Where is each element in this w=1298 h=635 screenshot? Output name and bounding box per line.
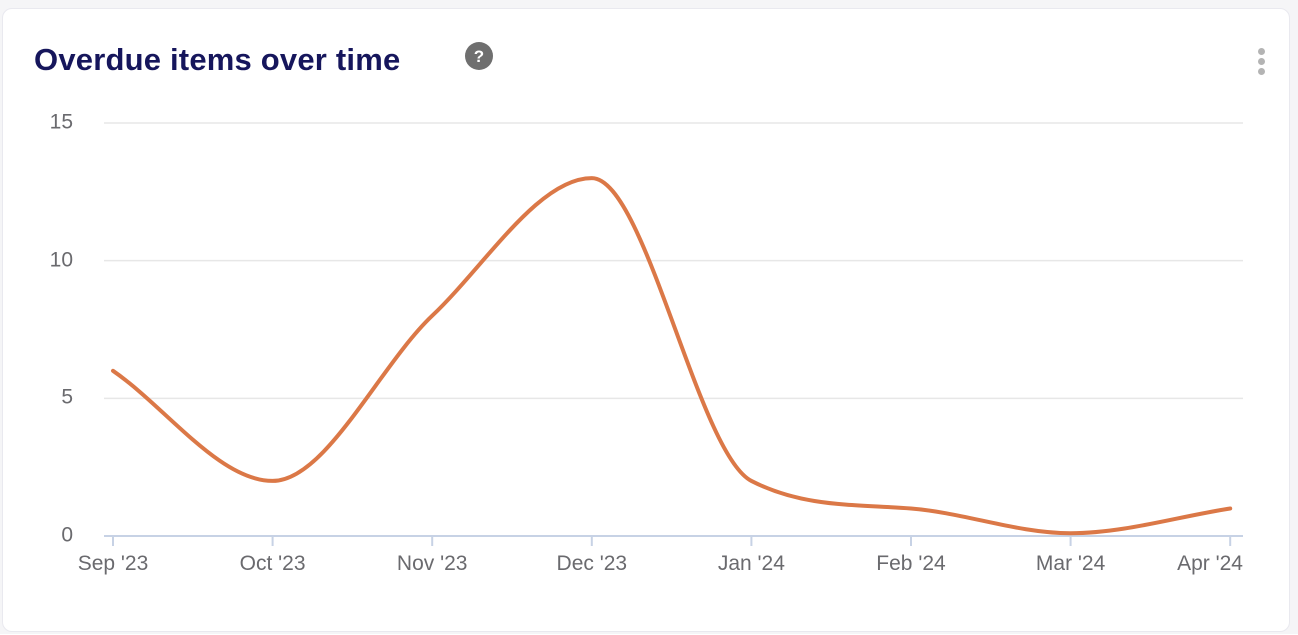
overdue-items-card: 0 5 10 15 Sep '23 Oct '23 Nov '23 Dec '23 Jan '… (2, 8, 1290, 632)
y-axis-tick-label: 15 (49, 110, 73, 134)
kebab-dot (1258, 57, 1265, 65)
x-axis-tick-label: Jan '24 (717, 552, 785, 575)
x-axis-tick-label: Nov '23 (396, 552, 468, 575)
question-mark-glyph: ? (473, 46, 485, 66)
kebab-menu-button[interactable] (1247, 39, 1276, 83)
overdue-items-series-line (111, 176, 1233, 536)
x-axis-tick-label: Dec '23 (556, 552, 628, 575)
x-axis-tick-label: Mar '24 (1035, 552, 1106, 575)
x-axis-tick-label: Sep '23 (77, 552, 149, 575)
x-axis-tick-label: Apr '24 (1177, 552, 1243, 575)
x-axis-tick-label: Feb '24 (876, 552, 946, 575)
y-axis-tick-label: 5 (61, 385, 73, 409)
card-header: Overdue items over time ? (3, 9, 1289, 89)
help-icon[interactable]: ? (465, 42, 493, 70)
kebab-dot (1258, 67, 1265, 75)
x-axis-tick-label: Oct '23 (239, 552, 306, 575)
chart-title: Overdue items over time (34, 42, 401, 77)
kebab-dot (1258, 47, 1265, 55)
y-axis-tick-label: 0 (61, 523, 73, 547)
y-axis-tick-label: 10 (49, 248, 73, 272)
